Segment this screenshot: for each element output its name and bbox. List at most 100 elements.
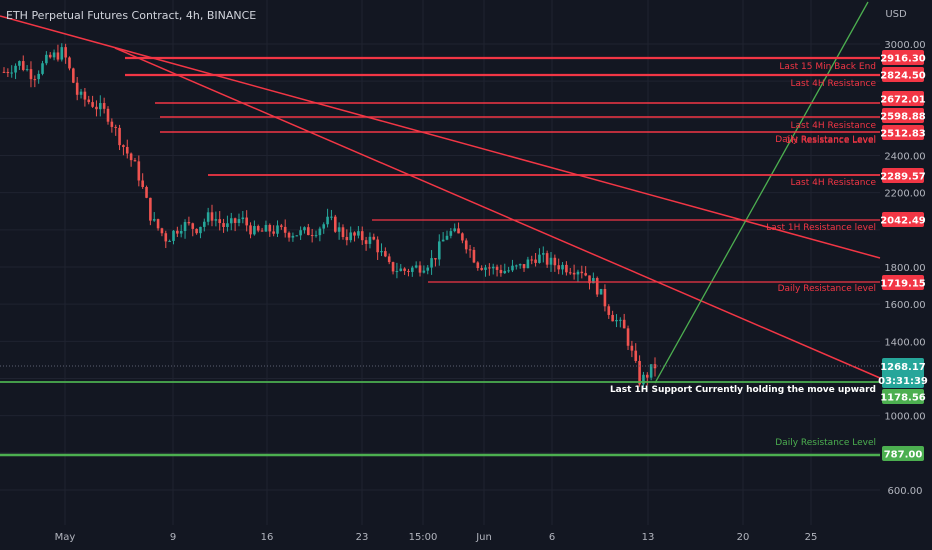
candle-body bbox=[87, 99, 91, 103]
candle-body bbox=[645, 374, 649, 378]
candle-body bbox=[241, 217, 245, 220]
candle-body bbox=[599, 288, 603, 295]
y-tick-label: 2400.00 bbox=[884, 152, 925, 163]
candle-body bbox=[272, 231, 275, 234]
candle-body bbox=[607, 306, 611, 315]
candle-body bbox=[407, 270, 410, 272]
level-label: Last 1H Support Currently holding the mo… bbox=[610, 385, 876, 395]
candle-body bbox=[399, 268, 403, 272]
candle-body bbox=[580, 271, 584, 274]
candle-body bbox=[565, 264, 568, 273]
candle-body bbox=[491, 266, 495, 269]
candle-body bbox=[6, 71, 10, 73]
candle-body bbox=[603, 288, 607, 307]
candle-body bbox=[360, 231, 364, 241]
candle-body bbox=[349, 232, 352, 241]
candle-body bbox=[330, 216, 333, 218]
currency-label: USD bbox=[885, 9, 907, 20]
candle-body bbox=[526, 259, 530, 269]
candle-body bbox=[21, 61, 25, 70]
candle-body bbox=[91, 102, 94, 107]
candle-body bbox=[530, 259, 534, 261]
chart-title: ETH Perpetual Futures Contract, 4h, BINA… bbox=[6, 9, 257, 22]
candle-body bbox=[110, 121, 114, 127]
price-tag bbox=[882, 125, 924, 140]
candle-body bbox=[626, 328, 630, 346]
ascending-trendline bbox=[654, 1, 869, 384]
candle-body bbox=[318, 228, 322, 236]
candle-body bbox=[99, 103, 102, 110]
candle-body bbox=[592, 278, 595, 284]
candle-body bbox=[25, 69, 29, 71]
candle-body bbox=[422, 270, 426, 273]
candle-body bbox=[60, 47, 64, 60]
y-tick-label: 3000.00 bbox=[884, 40, 925, 51]
candle-body bbox=[434, 258, 437, 260]
candle-body bbox=[403, 268, 406, 271]
candle-body bbox=[145, 186, 148, 198]
candle-body bbox=[125, 146, 129, 154]
candle-body bbox=[195, 228, 198, 234]
x-tick-label: 13 bbox=[642, 532, 655, 543]
candle-body bbox=[480, 268, 483, 270]
price-tag bbox=[882, 212, 924, 227]
price-tag-value: 2512.83 bbox=[880, 129, 926, 140]
candle-body bbox=[64, 47, 67, 58]
candle-body bbox=[380, 251, 383, 253]
candle-body bbox=[68, 57, 71, 69]
candle-body bbox=[168, 240, 171, 242]
candle-body bbox=[534, 259, 537, 263]
candle-body bbox=[484, 267, 487, 270]
candle-body bbox=[511, 265, 514, 271]
candle-body bbox=[518, 264, 522, 266]
y-tick-label: 600.00 bbox=[888, 486, 923, 497]
candle-body bbox=[48, 54, 52, 58]
candle-body bbox=[568, 272, 572, 274]
candle-body bbox=[588, 275, 591, 284]
candle-body bbox=[445, 235, 449, 240]
y-tick-label: 1400.00 bbox=[884, 337, 925, 348]
price-tag-value: 2042.49 bbox=[880, 216, 926, 227]
candle-body bbox=[222, 223, 225, 227]
candle-body bbox=[75, 82, 79, 95]
price-tag bbox=[882, 275, 924, 290]
current-price-value: 1268.17 bbox=[880, 362, 926, 373]
candle-body bbox=[18, 61, 21, 66]
candle-body bbox=[179, 231, 183, 234]
candle-body bbox=[411, 267, 414, 272]
candle-body bbox=[264, 224, 268, 232]
candle-body bbox=[260, 230, 264, 232]
candle-body bbox=[549, 257, 553, 265]
candle-body bbox=[353, 232, 356, 236]
candle-body bbox=[191, 223, 195, 229]
candle-body bbox=[287, 232, 291, 238]
x-tick-label: Jun bbox=[475, 532, 492, 543]
price-tag-value: 2672.01 bbox=[880, 95, 926, 106]
candle-body bbox=[203, 221, 206, 227]
candle-body bbox=[622, 319, 626, 329]
candle-body bbox=[299, 230, 302, 236]
candle-body bbox=[630, 345, 634, 351]
candle-body bbox=[337, 227, 341, 232]
candle-body bbox=[515, 265, 518, 267]
candle-body bbox=[106, 108, 110, 122]
candle-body bbox=[649, 364, 653, 378]
price-tag-value: 1178.56 bbox=[880, 393, 926, 404]
candle-body bbox=[615, 319, 618, 322]
x-tick-label: 25 bbox=[805, 532, 818, 543]
candle-body bbox=[156, 219, 160, 229]
price-tag-value: 787.00 bbox=[884, 450, 923, 461]
price-tag bbox=[882, 389, 924, 404]
candle-body bbox=[176, 230, 179, 234]
candle-body bbox=[280, 225, 283, 227]
candle-body bbox=[118, 127, 121, 146]
grid-lines bbox=[0, 0, 880, 525]
candle-body bbox=[160, 228, 164, 234]
candle-body bbox=[268, 224, 272, 232]
candle-body bbox=[95, 106, 98, 110]
candle-body bbox=[206, 212, 210, 222]
candle-body bbox=[414, 265, 418, 268]
candle-body bbox=[218, 219, 222, 224]
candle-body bbox=[345, 237, 349, 241]
